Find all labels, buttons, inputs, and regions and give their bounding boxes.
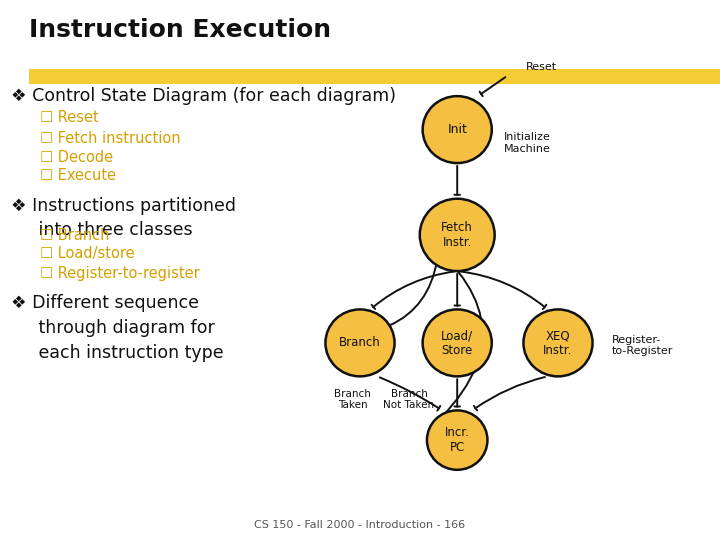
Text: ☐ Load/store: ☐ Load/store bbox=[40, 246, 134, 261]
Text: ☐ Execute: ☐ Execute bbox=[40, 168, 116, 184]
Text: Load/
Store: Load/ Store bbox=[441, 329, 473, 356]
Text: Reset: Reset bbox=[526, 63, 557, 72]
Text: Branch
Not Taken: Branch Not Taken bbox=[383, 389, 435, 410]
Ellipse shape bbox=[423, 96, 492, 163]
Ellipse shape bbox=[420, 199, 495, 271]
Ellipse shape bbox=[423, 309, 492, 376]
Text: ☐ Decode: ☐ Decode bbox=[40, 150, 113, 165]
Text: Register-
to-Register: Register- to-Register bbox=[612, 335, 673, 356]
Text: Incr.
PC: Incr. PC bbox=[445, 427, 469, 454]
Ellipse shape bbox=[325, 309, 395, 376]
Ellipse shape bbox=[523, 309, 593, 376]
Text: XEQ
Instr.: XEQ Instr. bbox=[544, 329, 572, 356]
Text: Branch: Branch bbox=[339, 336, 381, 349]
Text: ❖ Different sequence
     through diagram for
     each instruction type: ❖ Different sequence through diagram for… bbox=[11, 294, 223, 362]
Text: Branch
Taken: Branch Taken bbox=[334, 389, 372, 410]
Text: Initialize
Machine: Initialize Machine bbox=[504, 132, 551, 154]
Text: CS 150 - Fall 2000 - Introduction - 166: CS 150 - Fall 2000 - Introduction - 166 bbox=[254, 520, 466, 530]
Bar bbox=[29, 69, 720, 84]
Text: ☐ Fetch instruction: ☐ Fetch instruction bbox=[40, 131, 180, 146]
Text: ❖ Instructions partitioned
     into three classes: ❖ Instructions partitioned into three cl… bbox=[11, 197, 236, 239]
Text: Fetch
Instr.: Fetch Instr. bbox=[441, 221, 473, 248]
Text: ☐ Reset: ☐ Reset bbox=[40, 110, 99, 125]
Text: ☐ Register-to-register: ☐ Register-to-register bbox=[40, 266, 199, 281]
Text: Instruction Execution: Instruction Execution bbox=[29, 18, 331, 42]
Text: ❖ Control State Diagram (for each diagram): ❖ Control State Diagram (for each diagra… bbox=[11, 87, 396, 105]
Ellipse shape bbox=[427, 410, 487, 470]
Text: ☐ Branch: ☐ Branch bbox=[40, 228, 109, 243]
Text: Init: Init bbox=[447, 123, 467, 136]
